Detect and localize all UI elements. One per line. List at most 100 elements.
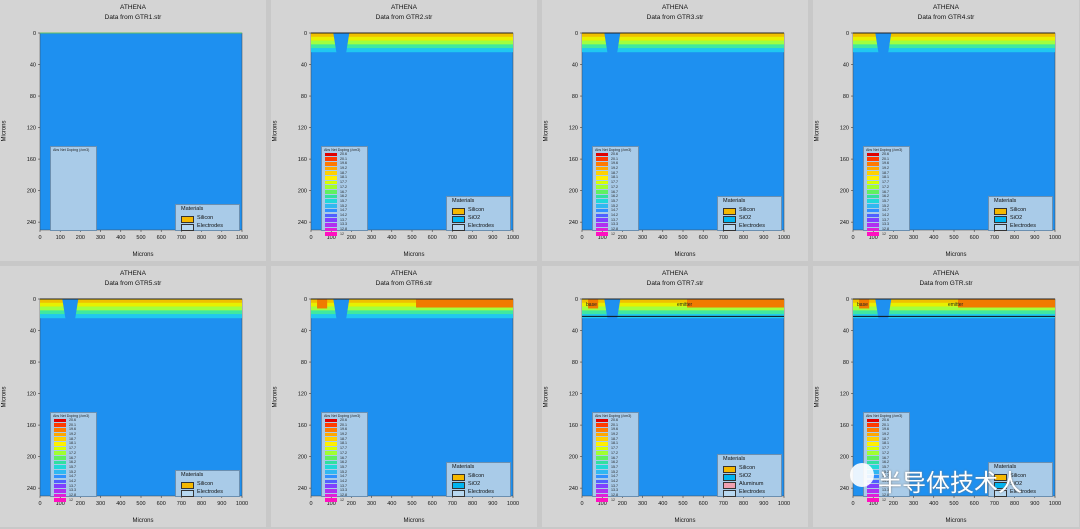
doping-legend-row: 18.1 [593, 175, 638, 180]
x-tick-label: 1000 [778, 235, 790, 241]
region-label: emitter [947, 302, 964, 308]
doping-legend-row: 12 [593, 498, 638, 503]
y-tick-label: 120 [569, 126, 578, 132]
x-tick-label: 800 [468, 235, 477, 241]
doping-level-value: 18.7 [340, 436, 347, 441]
doping-level-value: 19.2 [882, 166, 889, 171]
doping-legend-row: 14.7 [51, 474, 96, 479]
doping-color-swatch [596, 204, 608, 208]
doping-level-value: 19.2 [69, 432, 76, 437]
doping-legend-row: 16.7 [322, 190, 367, 195]
doping-band [311, 48, 513, 53]
doping-level-value: 16.2 [611, 194, 618, 199]
y-tick-label: 160 [298, 157, 307, 163]
doping-legend-row: 19.2 [864, 166, 909, 171]
y-tick-label: 200 [840, 189, 849, 195]
doping-band [582, 40, 784, 45]
doping-band [853, 299, 1055, 304]
doping-legend-row: 17.2 [864, 185, 909, 190]
doping-color-swatch [867, 180, 879, 185]
doping-color-swatch [596, 423, 608, 427]
isolation-trench [62, 299, 79, 321]
x-tick-label: 900 [217, 501, 226, 507]
x-tick-label: 300 [909, 501, 918, 507]
material-swatch [452, 489, 465, 497]
doping-color-swatch [867, 423, 879, 427]
isolation-trench [333, 33, 350, 55]
base-doping-region [317, 299, 328, 309]
doping-level-value: 17.7 [340, 446, 347, 451]
doping-legend-row: 18.7 [593, 437, 638, 442]
doping-band [40, 299, 242, 304]
doping-legend-row: 18.1 [864, 441, 909, 446]
doping-legend-row: 19.2 [864, 432, 909, 437]
y-axis-label: Microns [543, 120, 550, 142]
doping-color-swatch [325, 432, 337, 437]
doping-legend-row: 13.3 [593, 222, 638, 227]
y-tick-label: 240 [569, 220, 578, 226]
doping-color-swatch [596, 199, 608, 204]
doping-color-swatch [867, 484, 879, 488]
y-axis-label: Microns [814, 386, 821, 408]
material-item: Electrodes [176, 488, 239, 497]
x-tick-label: 500 [949, 235, 958, 241]
materials-legend: Materials Silicon SiO2 Electrodes [988, 462, 1053, 497]
doping-level-value: 14.7 [882, 474, 889, 479]
panel-subtitle: Data from GTR7.str [646, 280, 704, 287]
doping-legend-row: 17.7 [322, 446, 367, 451]
doping-legend-row: 15.7 [51, 465, 96, 470]
doping-legend-row: 12.8 [864, 227, 909, 232]
panel-subtitle: Data from GTR5.str [104, 280, 162, 287]
material-swatch [181, 215, 194, 223]
doping-legend-row: 13.3 [51, 488, 96, 493]
panel-subtitle: Data from GTR2.str [375, 14, 433, 21]
doping-legend-row: 14.2 [51, 479, 96, 484]
doping-level-value: 13.7 [340, 483, 347, 488]
y-tick-label: 160 [569, 157, 578, 163]
doping-level-value: 18.1 [882, 441, 889, 446]
doping-color-swatch [54, 446, 66, 451]
doping-legend-row: 14.2 [322, 213, 367, 218]
doping-color-swatch [596, 218, 608, 222]
y-tick-label: 40 [572, 63, 578, 69]
y-tick-label: 160 [840, 157, 849, 163]
simulation-panel-2: ATHENA Data from GTR2.str 0 100 200 300 400 500… [271, 0, 537, 261]
material-item: Silicon [718, 206, 781, 215]
doping-level-value: 20.6 [340, 418, 347, 422]
doping-color-swatch [325, 488, 337, 493]
doping-band [311, 306, 513, 311]
doping-color-swatch [596, 493, 608, 498]
doping-color-swatch [596, 484, 608, 488]
doping-band [311, 36, 513, 41]
doping-band [582, 44, 784, 49]
doping-legend-row: 16.2 [322, 194, 367, 199]
y-tick-label: 160 [27, 423, 36, 429]
doping-level-value: 17.2 [611, 450, 618, 455]
material-swatch [994, 215, 1007, 223]
material-name: SiO2 [468, 215, 481, 221]
doping-color-swatch [867, 190, 879, 194]
doping-level-value: 14.7 [882, 208, 889, 213]
y-axis-label: Microns [1, 386, 8, 408]
material-name: Electrodes [739, 489, 765, 495]
panel-title: ATHENA [933, 4, 959, 11]
doping-legend-row: 18.1 [593, 441, 638, 446]
doping-level-value: 17.7 [882, 180, 889, 185]
doping-legend-title: Abs Net Doping (/cm3) [324, 414, 361, 418]
material-name: Silicon [739, 465, 756, 471]
doping-legend-title: Abs Net Doping (/cm3) [595, 414, 632, 418]
material-name: SiO2 [1010, 215, 1023, 221]
doping-level-value: 20.6 [340, 152, 347, 156]
x-tick-label: 0 [309, 235, 312, 241]
doping-legend-row: 19.2 [322, 432, 367, 437]
doping-level-value: 18.7 [882, 170, 889, 175]
doping-legend-row: 13.7 [593, 484, 638, 489]
x-tick-label: 100 [598, 235, 607, 241]
doping-legend-row: 19.2 [593, 432, 638, 437]
y-tick-label: 160 [27, 157, 36, 163]
doping-legend-row: 17.7 [864, 180, 909, 185]
doping-color-swatch [596, 232, 608, 236]
doping-color-swatch [596, 190, 608, 194]
panel-title: ATHENA [662, 4, 688, 11]
doping-legend-title: Abs Net Doping (/cm3) [595, 148, 632, 152]
